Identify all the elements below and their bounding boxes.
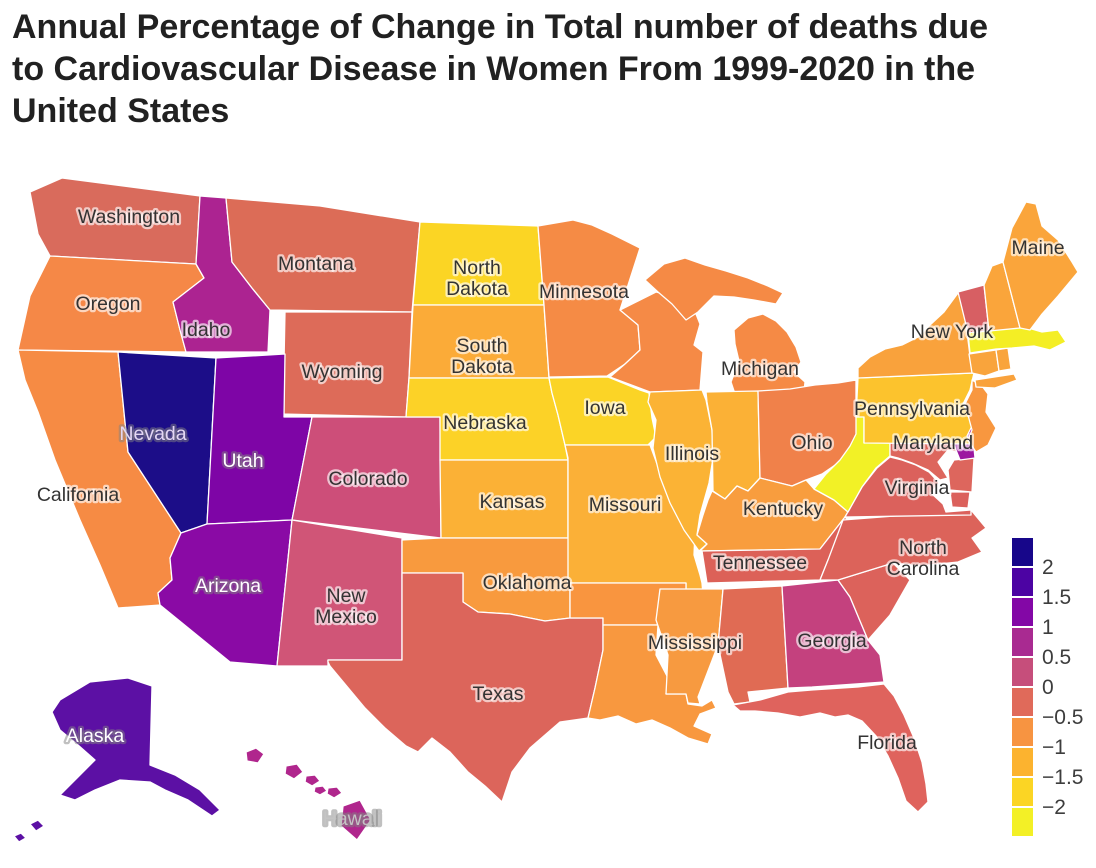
state-hawaii[interactable]	[340, 799, 372, 841]
state-label-illinois: Illinois	[665, 443, 719, 465]
state-hawaii[interactable]	[245, 747, 265, 764]
state-label-washington: Washington	[78, 206, 180, 228]
legend-tick-label: −1.5	[1042, 766, 1084, 789]
state-label-utah: Utah	[222, 450, 263, 472]
state-label-north-dakota: Dakota	[446, 278, 508, 300]
state-hawaii[interactable]	[284, 763, 304, 780]
state-hawaii[interactable]	[304, 774, 321, 787]
state-label-hawaii: Hawaii	[323, 808, 382, 830]
state-label-idaho: Idaho	[182, 319, 231, 341]
state-label-oregon: Oregon	[75, 293, 140, 315]
title-line: to Cardiovascular Disease in Women From …	[12, 50, 976, 88]
legend-color-block	[1012, 538, 1033, 566]
title-line: Annual Percentage of Change in Total num…	[12, 8, 989, 46]
state-label-oklahoma: Oklahoma	[483, 572, 572, 594]
state-label-kansas: Kansas	[479, 491, 544, 513]
legend-tick-label: 1.5	[1042, 586, 1072, 609]
state-michigan[interactable]	[644, 257, 784, 321]
legend-color-block	[1012, 748, 1033, 776]
legend-tick-label: 0	[1042, 676, 1054, 699]
state-rhode-island[interactable]	[995, 347, 1012, 372]
state-alaska[interactable]	[51, 677, 221, 817]
state-label-north-dakota: North	[453, 257, 501, 279]
legend-color-block	[1012, 658, 1033, 686]
state-north-carolina[interactable]	[819, 509, 987, 581]
state-label-new-york: New York	[911, 321, 994, 343]
state-label-colorado: Colorado	[328, 468, 407, 490]
state-label-virginia: Virginia	[885, 477, 950, 499]
state-label-new-mexico: New	[326, 585, 366, 607]
state-new-york[interactable]	[974, 373, 1018, 389]
legend-color-block	[1012, 568, 1033, 596]
state-label-pennsylvania: Pennsylvania	[854, 398, 970, 420]
state-label-south-dakota: Dakota	[451, 356, 513, 378]
legend-color-block	[1012, 628, 1033, 656]
state-label-north-carolina: North	[899, 537, 947, 559]
state-florida[interactable]	[732, 683, 929, 813]
state-label-michigan: Michigan	[721, 358, 799, 380]
legend-tick-label: −0.5	[1042, 706, 1084, 729]
legend-color-block	[1012, 778, 1033, 806]
state-label-kentucky: Kentucky	[743, 498, 823, 520]
state-connecticut[interactable]	[968, 349, 1000, 377]
state-label-maryland: Maryland	[893, 432, 973, 454]
legend-color-block	[1012, 808, 1033, 836]
state-label-missouri: Missouri	[589, 494, 662, 516]
state-label-arizona: Arizona	[195, 575, 261, 597]
legend-color-block	[1012, 688, 1033, 716]
state-label-texas: Texas	[473, 683, 524, 705]
state-label-north-carolina: Carolina	[887, 558, 960, 580]
state-alaska[interactable]	[13, 832, 27, 843]
state-texas[interactable]	[327, 572, 604, 803]
state-label-nebraska: Nebraska	[443, 412, 527, 434]
state-virginia[interactable]	[949, 491, 971, 509]
state-label-south-dakota: South	[457, 335, 508, 357]
state-label-mississippi: Mississippi	[648, 632, 742, 654]
page-title: Annual Percentage of Change in Total num…	[12, 6, 988, 132]
state-label-california: California	[37, 484, 120, 506]
state-label-iowa: Iowa	[584, 397, 625, 419]
state-label-alaska: Alaska	[66, 725, 125, 747]
state-label-new-mexico: Mexico	[315, 606, 377, 628]
state-label-tennessee: Tennessee	[713, 552, 807, 574]
state-hawaii[interactable]	[326, 786, 343, 799]
state-label-georgia: Georgia	[797, 630, 867, 652]
legend-color-block	[1012, 598, 1033, 626]
legend-tick-label: −2	[1042, 796, 1066, 819]
state-label-florida: Florida	[857, 732, 917, 754]
state-hawaii[interactable]	[313, 785, 328, 796]
state-label-minnesota: Minnesota	[539, 281, 629, 303]
state-label-nevada: Nevada	[119, 423, 186, 445]
state-pennsylvania[interactable]	[855, 372, 975, 445]
state-montana[interactable]	[225, 197, 421, 313]
legend-tick-label: 1	[1042, 616, 1054, 639]
legend-tick-label: 0.5	[1042, 646, 1072, 669]
legend-tick-label: 2	[1042, 556, 1054, 579]
state-virginia[interactable]	[844, 456, 972, 518]
state-label-montana: Montana	[278, 253, 354, 275]
state-maine[interactable]	[1002, 201, 1079, 331]
state-new-jersey[interactable]	[964, 379, 997, 453]
state-alaska[interactable]	[29, 819, 45, 832]
state-label-maine: Maine	[1011, 237, 1064, 259]
state-massachusetts[interactable]	[967, 324, 1067, 354]
title-line: United States	[12, 92, 230, 130]
state-maryland[interactable]	[947, 457, 975, 493]
legend-color-block	[1012, 718, 1033, 746]
state-label-wyoming: Wyoming	[301, 361, 382, 383]
state-label-ohio: Ohio	[791, 432, 832, 454]
legend-tick-label: −1	[1042, 736, 1066, 759]
